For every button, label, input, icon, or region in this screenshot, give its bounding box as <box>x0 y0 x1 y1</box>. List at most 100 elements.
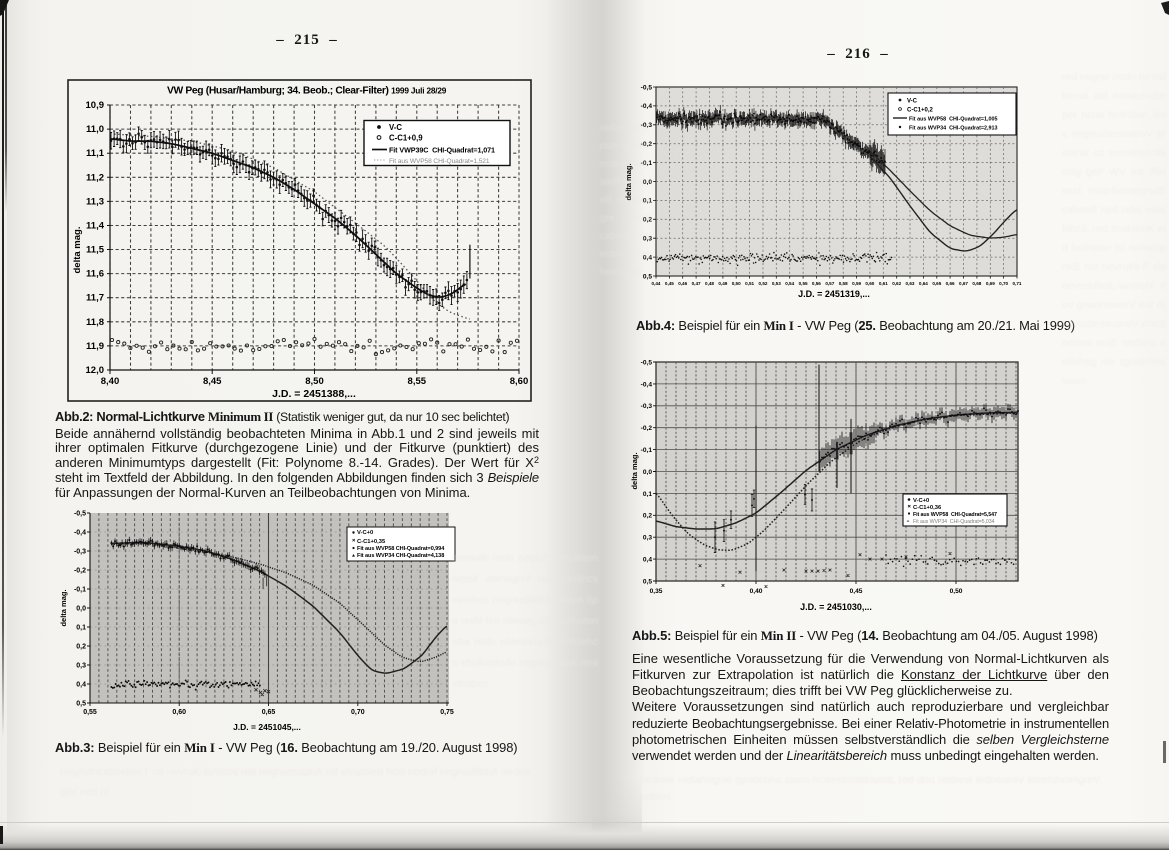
svg-text:0,59: 0,59 <box>852 281 861 286</box>
svg-text:0,66: 0,66 <box>946 281 955 286</box>
svg-text:12,0: 12,0 <box>86 365 105 376</box>
svg-text:0,46: 0,46 <box>678 281 687 286</box>
svg-text:0,65: 0,65 <box>262 709 276 716</box>
svg-text:0,50: 0,50 <box>732 281 741 286</box>
svg-text:11,5: 11,5 <box>86 245 105 256</box>
svg-text:delta mag.: delta mag. <box>59 589 68 626</box>
svg-text:0,5: 0,5 <box>76 701 86 708</box>
svg-text:10,9: 10,9 <box>86 100 105 111</box>
svg-text:0,50: 0,50 <box>950 588 963 595</box>
svg-text:Fit aus WVP58 CHI-Quadrat=5,5: Fit aus WVP58 CHI-Quadrat=5,547 <box>913 512 997 518</box>
svg-text:8,40: 8,40 <box>101 376 120 387</box>
svg-text:-0,5: -0,5 <box>641 359 653 366</box>
svg-text:8,60: 8,60 <box>510 376 529 387</box>
svg-text:0,0: 0,0 <box>643 179 652 186</box>
svg-text:-0,5: -0,5 <box>74 511 86 518</box>
svg-text:0,3: 0,3 <box>76 663 86 670</box>
svg-text:0,70: 0,70 <box>351 709 365 716</box>
svg-text:J.D. = 2451045,...: J.D. = 2451045,... <box>233 722 301 732</box>
svg-text:-0,5: -0,5 <box>641 84 653 91</box>
svg-text:8,45: 8,45 <box>203 376 222 387</box>
svg-text:Fit aus WVP58 CHI-Quadrat=0,99: Fit aus WVP58 CHI-Quadrat=0,994 <box>357 546 445 552</box>
svg-text:0,5: 0,5 <box>643 273 652 280</box>
svg-text:V-C: V-C <box>389 123 402 132</box>
svg-text:0,52: 0,52 <box>759 281 768 286</box>
svg-text:Fit aus WVP58 CHI-Quadrat=1,0: Fit aus WVP58 CHI-Quadrat=1,005 <box>909 117 998 123</box>
svg-text:-0,1: -0,1 <box>641 447 653 454</box>
svg-text:-0,3: -0,3 <box>74 549 86 556</box>
svg-text:-0,3: -0,3 <box>641 122 653 129</box>
svg-text:0,49: 0,49 <box>718 281 727 286</box>
svg-text:delta mag.: delta mag. <box>624 163 633 200</box>
svg-text:C-C1+0,36: C-C1+0,36 <box>913 505 942 511</box>
svg-text:0,62: 0,62 <box>892 281 901 286</box>
svg-text:0,60: 0,60 <box>865 281 874 286</box>
svg-text:Fit aus WVP34 CHI-Quadrat=4,13: Fit aus WVP34 CHI-Quadrat=4,138 <box>357 553 444 559</box>
svg-text:0,45: 0,45 <box>665 281 674 286</box>
svg-text:0,44: 0,44 <box>652 281 661 286</box>
svg-text:-0,2: -0,2 <box>641 141 653 148</box>
svg-text:8,50: 8,50 <box>305 376 324 387</box>
svg-text:-0,4: -0,4 <box>641 381 653 388</box>
svg-text:0,63: 0,63 <box>906 281 915 286</box>
svg-text:0,70: 0,70 <box>999 281 1008 286</box>
svg-text:11,7: 11,7 <box>86 293 104 304</box>
svg-text:Fit aus WVP34 CHI-Quadrat=5,0: Fit aus WVP34 CHI-Quadrat=5,034 <box>913 519 995 525</box>
svg-text:V-C+0: V-C+0 <box>357 530 373 536</box>
svg-text:C-C1+0,2: C-C1+0,2 <box>907 108 934 114</box>
svg-text:0,53: 0,53 <box>772 281 781 286</box>
svg-text:0,3: 0,3 <box>643 236 652 243</box>
svg-text:8,55: 8,55 <box>408 376 427 387</box>
svg-text:0,51: 0,51 <box>745 281 754 286</box>
svg-text:0,1: 0,1 <box>643 491 652 498</box>
svg-text:-0,1: -0,1 <box>74 587 86 594</box>
svg-text:0,2: 0,2 <box>643 217 652 224</box>
svg-text:0,75: 0,75 <box>440 709 454 716</box>
svg-text:0,2: 0,2 <box>643 513 652 520</box>
svg-text:0,55: 0,55 <box>83 709 97 716</box>
svg-text:0,64: 0,64 <box>919 281 928 286</box>
svg-text:0,57: 0,57 <box>825 281 834 286</box>
svg-text:11,0: 11,0 <box>86 124 104 135</box>
svg-text:Fit VWP39C CHI-Quadrat=1,071: Fit VWP39C CHI-Quadrat=1,071 <box>389 146 495 155</box>
svg-text:0,3: 0,3 <box>643 535 652 542</box>
svg-text:0,71: 0,71 <box>1013 281 1022 286</box>
svg-text:0,5: 0,5 <box>643 578 652 585</box>
svg-text:0,54: 0,54 <box>785 281 794 286</box>
svg-text:0,0: 0,0 <box>643 469 652 476</box>
svg-text:0,35: 0,35 <box>650 588 663 595</box>
svg-text:J.D. = 2451388,...: J.D. = 2451388,... <box>272 388 356 400</box>
svg-text:0,65: 0,65 <box>932 281 941 286</box>
svg-text:11,8: 11,8 <box>86 317 104 328</box>
svg-text:0,69: 0,69 <box>986 281 995 286</box>
svg-text:0,45: 0,45 <box>850 588 863 595</box>
svg-text:0,55: 0,55 <box>799 281 808 286</box>
svg-text:0,67: 0,67 <box>959 281 968 286</box>
svg-text:-0,4: -0,4 <box>641 103 653 110</box>
svg-text:-0,1: -0,1 <box>641 160 653 167</box>
svg-text:0,4: 0,4 <box>76 682 86 689</box>
svg-text:J.D. = 2451319,...: J.D. = 2451319,... <box>798 289 870 299</box>
svg-text:Fit aus WVP58 CHI-Quadrat=1,5: Fit aus WVP58 CHI-Quadrat=1,521 <box>389 158 490 165</box>
svg-text:0,60: 0,60 <box>172 709 186 716</box>
svg-text:11,3: 11,3 <box>86 196 104 207</box>
svg-text:0,1: 0,1 <box>76 625 86 632</box>
svg-text:0,1: 0,1 <box>643 198 652 205</box>
svg-text:0,48: 0,48 <box>705 281 714 286</box>
svg-text:-0,2: -0,2 <box>641 425 653 432</box>
svg-text:0,4: 0,4 <box>643 557 652 564</box>
svg-text:0,68: 0,68 <box>972 281 981 286</box>
svg-text:11,4: 11,4 <box>86 221 105 232</box>
svg-text:-0,2: -0,2 <box>74 568 86 575</box>
svg-text:-0,3: -0,3 <box>641 403 653 410</box>
svg-text:delta mag.: delta mag. <box>630 452 639 489</box>
svg-text:Fit aus WVP34 CHI-Quadrat=2,9: Fit aus WVP34 CHI-Quadrat=2,913 <box>909 126 998 132</box>
svg-text:0,4: 0,4 <box>643 254 652 261</box>
svg-text:C-C1+0,9: C-C1+0,9 <box>389 134 423 143</box>
svg-text:11,9: 11,9 <box>86 341 104 352</box>
svg-text:11,2: 11,2 <box>86 172 104 183</box>
svg-text:J.D. = 2451030,...: J.D. = 2451030,... <box>800 602 872 612</box>
svg-text:V-C+0: V-C+0 <box>913 498 929 504</box>
svg-text:-0,4: -0,4 <box>74 530 86 537</box>
svg-text:0,40: 0,40 <box>750 588 763 595</box>
